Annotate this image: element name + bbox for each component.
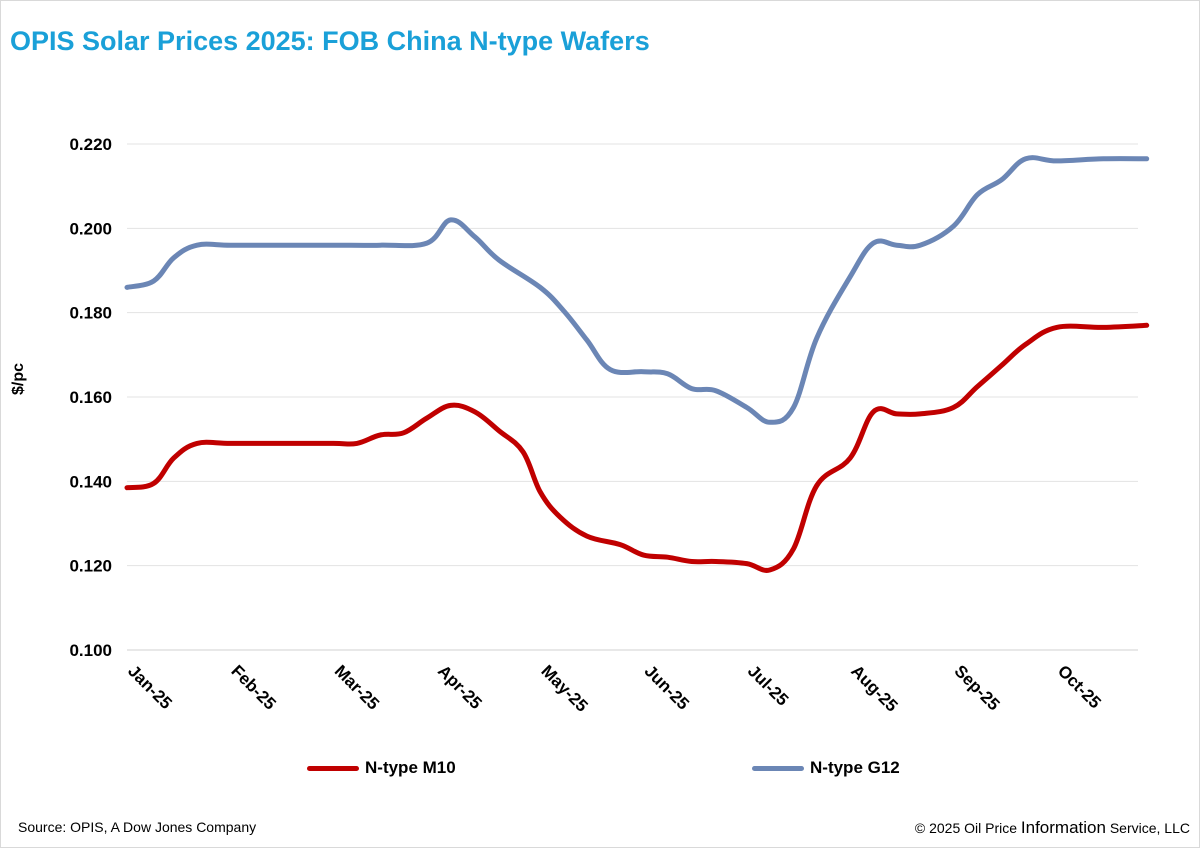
legend-label-g12: N-type G12	[810, 758, 900, 777]
x-tick-label: May-25	[537, 661, 591, 715]
source-note: Source: OPIS, A Dow Jones Company	[18, 819, 257, 835]
copyright-mid: Information	[1020, 818, 1106, 837]
x-tick-label: Oct-25	[1054, 661, 1105, 712]
copyright-note: © 2025 Oil Price Information Service, LL…	[915, 818, 1190, 838]
x-tick-label: Jan-25	[124, 661, 176, 713]
legend-item-g12: N-type G12	[752, 758, 900, 778]
x-tick-label: Aug-25	[847, 661, 901, 715]
series-line-g12	[124, 155, 1150, 425]
x-tick-label: Jul-25	[744, 661, 792, 709]
copyright-post: Service, LLC	[1105, 820, 1190, 836]
y-tick-label: 0.220	[69, 135, 112, 154]
legend-item-m10: N-type M10	[307, 758, 456, 778]
y-tick-label: 0.120	[69, 557, 112, 576]
x-tick-label: Apr-25	[434, 661, 486, 713]
legend-swatch-m10	[307, 765, 359, 771]
y-tick-label: 0.200	[69, 219, 112, 238]
y-tick-label: 0.140	[69, 472, 112, 491]
x-tick-label: Feb-25	[227, 661, 279, 713]
x-tick-label: Sep-25	[951, 661, 1004, 714]
y-tick-label: 0.180	[69, 304, 112, 323]
x-tick-label: Mar-25	[331, 661, 383, 713]
legend-label-m10: N-type M10	[365, 758, 456, 777]
series-line-m10	[124, 322, 1150, 573]
copyright-pre: © 2025 Oil Price	[914, 820, 1021, 836]
y-tick-label: 0.100	[69, 641, 112, 660]
x-tick-label: Jun-25	[641, 661, 693, 713]
y-tick-label: 0.160	[69, 388, 112, 407]
chart-title: OPIS Solar Prices 2025: FOB China N-type…	[10, 26, 650, 56]
legend-swatch-g12	[752, 765, 804, 771]
